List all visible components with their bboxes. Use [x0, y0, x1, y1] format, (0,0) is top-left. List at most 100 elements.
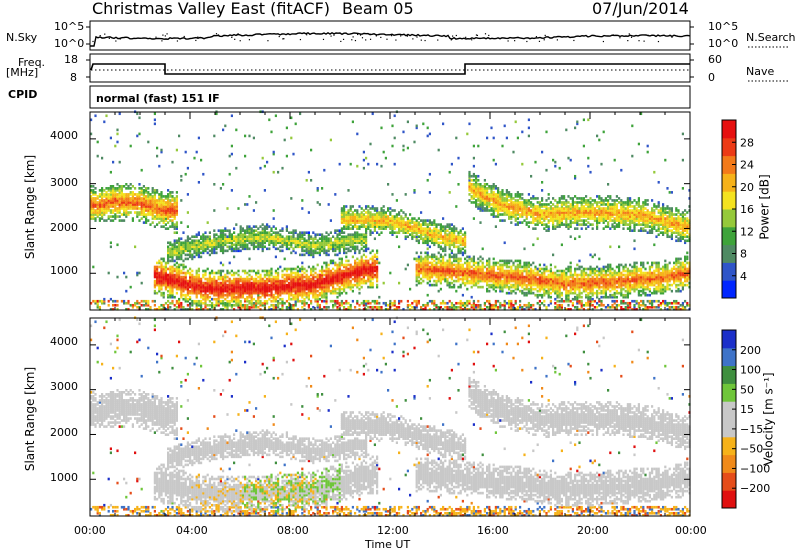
power-cell	[129, 199, 132, 202]
power-cell	[173, 209, 176, 212]
power-cell	[145, 303, 148, 307]
power-cell	[373, 261, 376, 265]
power-cell	[296, 295, 299, 299]
power-cell	[259, 243, 262, 247]
power-cell	[450, 305, 453, 309]
power-cell	[272, 170, 275, 174]
power-cell	[437, 243, 440, 247]
power-cell	[492, 287, 495, 291]
power-cell	[281, 285, 284, 289]
power-cell	[226, 303, 229, 307]
power-cell	[175, 211, 178, 214]
power-cell	[217, 291, 220, 295]
power-cell	[503, 124, 506, 128]
nsearch-label: N.Search	[746, 31, 796, 44]
power-cell	[358, 303, 361, 307]
power-cell	[219, 235, 222, 239]
power-cell	[318, 281, 321, 285]
power-cell	[235, 279, 238, 283]
power-cell	[285, 126, 288, 130]
power-cell	[345, 299, 348, 303]
power-cell	[345, 307, 348, 311]
power-cell	[107, 215, 110, 218]
power-cell	[312, 273, 315, 277]
power-cell	[171, 225, 174, 228]
power-cell	[202, 293, 205, 297]
power-cell	[327, 243, 330, 247]
power-cell	[167, 283, 170, 287]
power-cell	[151, 203, 154, 206]
power-cell	[325, 263, 328, 267]
power-cell	[211, 251, 214, 255]
power-cell	[512, 261, 515, 265]
power-cell	[426, 243, 429, 247]
power-cell	[459, 273, 462, 277]
power-cell	[351, 269, 354, 273]
power-cell	[90, 118, 93, 122]
power-cell	[136, 199, 139, 202]
power-cell	[321, 281, 324, 285]
power-cell	[382, 217, 385, 220]
power-cell	[336, 277, 339, 281]
power-cell	[274, 235, 277, 239]
power-cell	[125, 275, 128, 279]
power-cell	[219, 261, 222, 265]
power-cell	[228, 237, 231, 241]
power-cell	[428, 172, 431, 176]
power-cell	[501, 279, 504, 283]
power-cell	[204, 277, 207, 281]
power-cell	[239, 243, 242, 247]
power-cell	[303, 279, 306, 283]
power-cell	[362, 215, 365, 218]
power-cell	[450, 229, 453, 232]
power-cell	[151, 205, 154, 208]
power-cell	[422, 227, 425, 230]
power-cell	[261, 237, 264, 241]
power-cell	[167, 307, 170, 311]
power-cell	[369, 215, 372, 218]
power-cell	[288, 289, 291, 293]
power-cell	[316, 299, 319, 303]
power-cell	[186, 211, 189, 214]
power-cell	[340, 273, 343, 277]
power-cell	[301, 243, 304, 247]
power-cell	[277, 233, 280, 237]
power-cell	[285, 287, 288, 291]
power-cell	[490, 195, 493, 198]
power-cell	[153, 189, 156, 192]
power-cell	[186, 271, 189, 275]
power-cell	[332, 245, 335, 249]
power-cell	[514, 277, 517, 281]
power-cell	[453, 269, 456, 273]
power-cell	[299, 279, 302, 283]
power-cell	[477, 265, 480, 269]
power-cell	[195, 271, 198, 275]
power-cell	[450, 227, 453, 230]
nave-tick-high: 60	[708, 53, 722, 66]
power-cell	[145, 187, 148, 190]
power-cell	[246, 225, 249, 228]
power-cell	[175, 205, 178, 208]
power-cell	[296, 233, 299, 237]
power-cell	[508, 271, 511, 275]
power-cell	[486, 203, 489, 206]
power-cell	[305, 291, 308, 295]
power-cell	[494, 187, 497, 190]
power-cell	[246, 287, 249, 291]
power-cell	[290, 305, 293, 309]
power-cell	[105, 199, 108, 202]
power-cell	[442, 247, 445, 251]
power-cell	[323, 293, 326, 297]
power-cell	[160, 271, 163, 275]
nave-label: Nave	[746, 65, 775, 78]
power-cell	[508, 209, 511, 212]
power-cell	[499, 263, 502, 267]
power-cell	[222, 285, 225, 289]
power-cell	[252, 225, 255, 228]
power-cell	[321, 265, 324, 269]
power-cell	[340, 271, 343, 275]
power-cell	[448, 283, 451, 287]
power-cell	[393, 114, 396, 118]
power-cell	[426, 267, 429, 271]
power-cell	[428, 239, 431, 243]
